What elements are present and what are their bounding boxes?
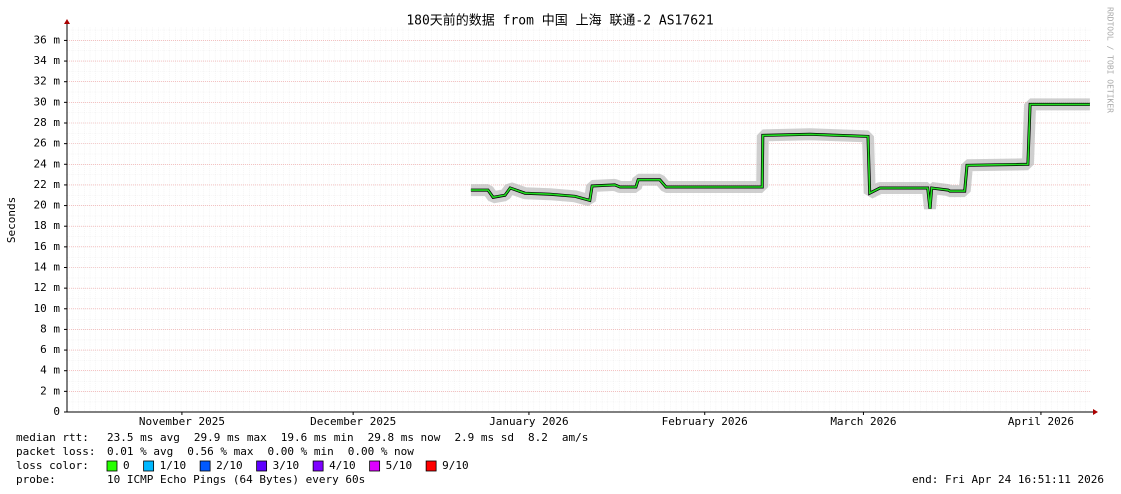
loss-label: 3/10 bbox=[273, 459, 300, 472]
y-tick-label: 0 bbox=[53, 405, 60, 418]
legend-item: 2.9 ms sd bbox=[454, 431, 514, 444]
x-tick-label: April 2026 bbox=[1008, 415, 1074, 428]
x-tick-label: November 2025 bbox=[139, 415, 225, 428]
x-tick-label: February 2026 bbox=[662, 415, 748, 428]
x-tick-label: March 2026 bbox=[830, 415, 896, 428]
legend-item: 0.00 % min bbox=[267, 445, 333, 458]
y-tick-label: 20 m bbox=[34, 199, 61, 212]
x-tick-label: December 2025 bbox=[310, 415, 396, 428]
loss-swatch bbox=[312, 460, 324, 472]
legend-item: 8.2 bbox=[528, 431, 548, 444]
y-tick-label: 4 m bbox=[40, 364, 60, 377]
legend-item: 29.8 ms now bbox=[368, 431, 441, 444]
y-tick-label: 14 m bbox=[34, 260, 61, 273]
loss-label: 5/10 bbox=[386, 459, 413, 472]
y-tick-label: 6 m bbox=[40, 343, 60, 356]
legend-item: am/s bbox=[562, 431, 589, 444]
median-line bbox=[470, 103, 1090, 209]
x-arrow bbox=[1093, 409, 1098, 415]
legend-label: median rtt: bbox=[16, 431, 89, 444]
y-tick-label: 8 m bbox=[40, 322, 60, 335]
loss-swatch bbox=[143, 460, 155, 472]
loss-swatch bbox=[369, 460, 381, 472]
y-tick-label: 32 m bbox=[34, 75, 61, 88]
legend-item: 0.00 % now bbox=[348, 445, 415, 458]
legend-item: 0.56 % max bbox=[187, 445, 254, 458]
y-axis-label: Seconds bbox=[5, 197, 18, 243]
y-arrow bbox=[64, 19, 70, 24]
loss-label: 4/10 bbox=[329, 459, 356, 472]
end-time: end: Fri Apr 24 16:51:11 2026 bbox=[912, 473, 1104, 486]
legend: median rtt: 23.5 ms avg 29.9 ms max 19.6 ms… bbox=[16, 431, 1104, 486]
y-tick-label: 30 m bbox=[34, 95, 61, 108]
legend-label: packet loss: bbox=[16, 445, 95, 458]
loss-swatch bbox=[425, 460, 437, 472]
y-tick-label: 2 m bbox=[40, 384, 60, 397]
legend-item: 0.01 % avg bbox=[107, 445, 173, 458]
legend-item: 29.9 ms max bbox=[194, 431, 267, 444]
loss-swatch bbox=[256, 460, 268, 472]
loss-label: 1/10 bbox=[160, 459, 187, 472]
loss-label: 9/10 bbox=[442, 459, 469, 472]
legend-label: loss color: bbox=[16, 459, 89, 472]
y-tick-label: 16 m bbox=[34, 240, 61, 253]
probe-label: probe: bbox=[16, 473, 56, 486]
watermark: RRDTOOL / TOBI OETIKER bbox=[1106, 7, 1115, 113]
grid: 0 2 m 4 m 6 m 8 m 10 m 12 m 14 m 16 m 18 m 20 m 22 … bbox=[34, 33, 1091, 428]
y-tick-label: 24 m bbox=[34, 157, 61, 170]
minor-grid bbox=[67, 27, 1091, 412]
loss-swatch bbox=[106, 460, 118, 472]
y-tick-label: 18 m bbox=[34, 219, 61, 232]
loss-label: 2/10 bbox=[216, 459, 243, 472]
x-tick-label: January 2026 bbox=[489, 415, 568, 428]
chart-title: 180天前的数据 from 中国 上海 联通-2 AS17621 bbox=[406, 13, 713, 29]
plot bbox=[470, 98, 1090, 210]
y-tick-label: 34 m bbox=[34, 54, 61, 67]
y-tick-label: 10 m bbox=[34, 302, 61, 315]
y-tick-label: 36 m bbox=[34, 33, 61, 46]
y-tick-label: 28 m bbox=[34, 116, 61, 129]
legend-item: 19.6 ms min bbox=[281, 431, 354, 444]
y-tick-label: 26 m bbox=[34, 137, 61, 150]
y-tick-label: 22 m bbox=[34, 178, 61, 191]
y-tick-label: 12 m bbox=[34, 281, 61, 294]
probe-text: 10 ICMP Echo Pings (64 Bytes) every 60s bbox=[107, 473, 365, 486]
loss-swatch bbox=[199, 460, 211, 472]
legend-item: 23.5 ms avg bbox=[107, 431, 180, 444]
loss-label: 0 bbox=[123, 459, 130, 472]
